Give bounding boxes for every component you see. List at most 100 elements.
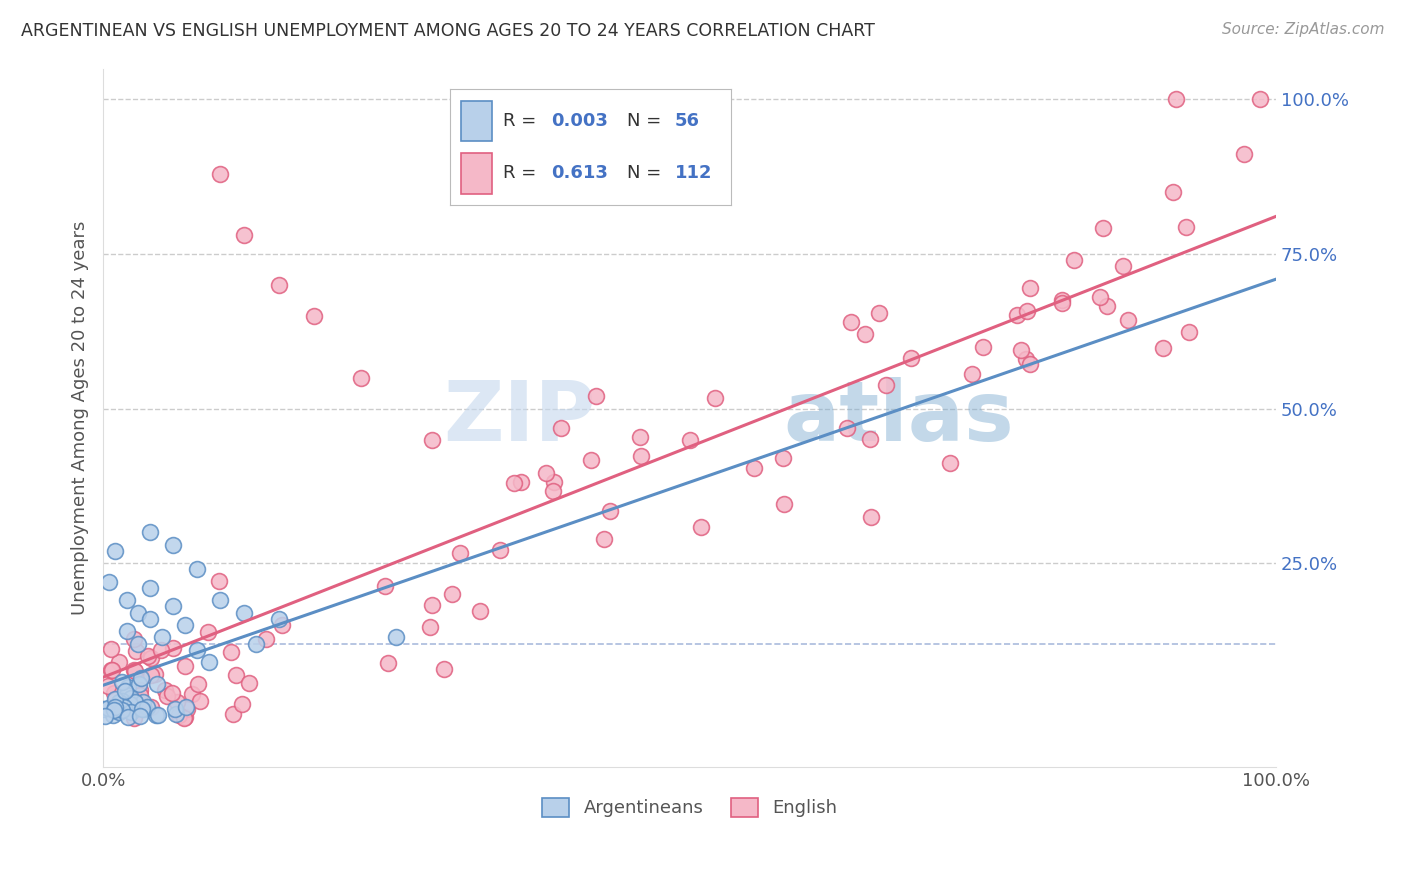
Point	[704, 391, 727, 405]
Point	[593, 533, 616, 547]
Point	[1178, 325, 1201, 339]
Point	[104, 544, 127, 558]
Y-axis label: Unemployment Among Ages 20 to 24 years: Unemployment Among Ages 20 to 24 years	[72, 220, 89, 615]
Point	[114, 700, 136, 714]
Point	[163, 702, 186, 716]
Point	[174, 710, 197, 724]
Point	[420, 598, 443, 612]
Point	[543, 475, 565, 489]
Point	[162, 640, 184, 655]
Text: ZIP: ZIP	[443, 377, 596, 458]
Point	[209, 167, 232, 181]
Point	[208, 574, 231, 589]
Point	[385, 631, 408, 645]
Point	[97, 701, 120, 715]
Point	[122, 663, 145, 677]
Point	[238, 676, 260, 690]
Point	[127, 606, 149, 620]
Point	[419, 620, 441, 634]
Point	[174, 699, 197, 714]
Point	[111, 703, 134, 717]
Point	[1019, 357, 1042, 371]
Point	[115, 624, 138, 639]
Point	[110, 694, 132, 708]
Point	[1092, 221, 1115, 235]
Point	[939, 456, 962, 470]
Point	[449, 546, 471, 560]
Point	[420, 433, 443, 447]
Point	[131, 702, 153, 716]
Text: Source: ZipAtlas.com: Source: ZipAtlas.com	[1222, 22, 1385, 37]
Point	[127, 637, 149, 651]
Point	[225, 668, 247, 682]
Text: R =: R =	[503, 112, 537, 129]
Point	[900, 351, 922, 365]
Point	[1010, 343, 1032, 357]
Point	[108, 695, 131, 709]
Point	[153, 683, 176, 698]
Text: 56: 56	[675, 112, 700, 129]
Point	[630, 430, 652, 444]
Point	[101, 708, 124, 723]
Point	[150, 631, 173, 645]
Point	[350, 370, 373, 384]
Point	[181, 687, 204, 701]
Point	[1164, 92, 1187, 106]
Point	[839, 315, 862, 329]
Point	[120, 706, 142, 720]
Point	[166, 695, 188, 709]
Point	[101, 663, 124, 677]
Point	[1052, 295, 1074, 310]
Point	[1018, 281, 1040, 295]
Point	[134, 702, 156, 716]
Point	[174, 618, 197, 632]
Point	[145, 707, 167, 722]
Point	[197, 655, 219, 669]
Point	[128, 676, 150, 690]
Point	[117, 681, 139, 695]
Point	[509, 475, 531, 489]
Point	[541, 484, 564, 499]
Point	[1063, 253, 1085, 268]
Bar	[461, 101, 492, 141]
Point	[837, 421, 859, 435]
Point	[232, 606, 254, 620]
Point	[1095, 299, 1118, 313]
Point	[93, 702, 115, 716]
Point	[128, 683, 150, 698]
Text: atlas: atlas	[783, 377, 1014, 458]
Point	[124, 664, 146, 678]
Point	[433, 662, 456, 676]
Point	[139, 651, 162, 665]
Point	[129, 708, 152, 723]
Point	[146, 677, 169, 691]
Point	[104, 692, 127, 706]
Point	[197, 625, 219, 640]
Point	[585, 389, 607, 403]
Point	[139, 581, 162, 595]
Point	[190, 693, 212, 707]
Point	[960, 368, 983, 382]
Text: 112: 112	[675, 164, 713, 182]
Point	[742, 461, 765, 475]
Point	[374, 579, 396, 593]
Text: N =: N =	[627, 112, 661, 129]
Point	[139, 612, 162, 626]
Point	[209, 593, 232, 607]
Point	[689, 520, 711, 534]
Point	[111, 674, 134, 689]
Point	[139, 667, 162, 681]
Point	[232, 228, 254, 243]
Point	[146, 708, 169, 723]
Point	[1174, 220, 1197, 235]
Point	[115, 700, 138, 714]
Point	[1015, 352, 1038, 367]
Point	[1249, 92, 1271, 106]
Point	[114, 683, 136, 698]
Point	[678, 433, 700, 447]
Point	[1233, 147, 1256, 161]
Point	[173, 659, 195, 673]
Point	[98, 574, 121, 589]
Point	[114, 693, 136, 707]
Point	[972, 340, 994, 354]
